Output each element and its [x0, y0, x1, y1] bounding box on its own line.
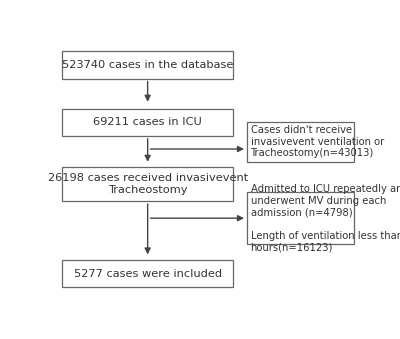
Text: 26198 cases received invasivevent
Tracheostomy: 26198 cases received invasivevent Trache… [48, 174, 248, 195]
FancyBboxPatch shape [62, 167, 233, 201]
Text: 5277 cases were included: 5277 cases were included [74, 268, 222, 279]
FancyBboxPatch shape [62, 108, 233, 136]
Text: 523740 cases in the database: 523740 cases in the database [62, 60, 233, 70]
Text: Admitted to ICU repeatedly and
underwent MV during each
admission (n=4798)

Leng: Admitted to ICU repeatedly and underwent… [250, 184, 400, 252]
FancyBboxPatch shape [247, 192, 354, 244]
FancyBboxPatch shape [247, 122, 354, 162]
Text: 69211 cases in ICU: 69211 cases in ICU [93, 117, 202, 127]
Text: Cases didn't receive
invasivevent ventilation or
Tracheostomy(n=43013): Cases didn't receive invasivevent ventil… [250, 125, 384, 158]
FancyBboxPatch shape [62, 260, 233, 287]
FancyBboxPatch shape [62, 51, 233, 79]
